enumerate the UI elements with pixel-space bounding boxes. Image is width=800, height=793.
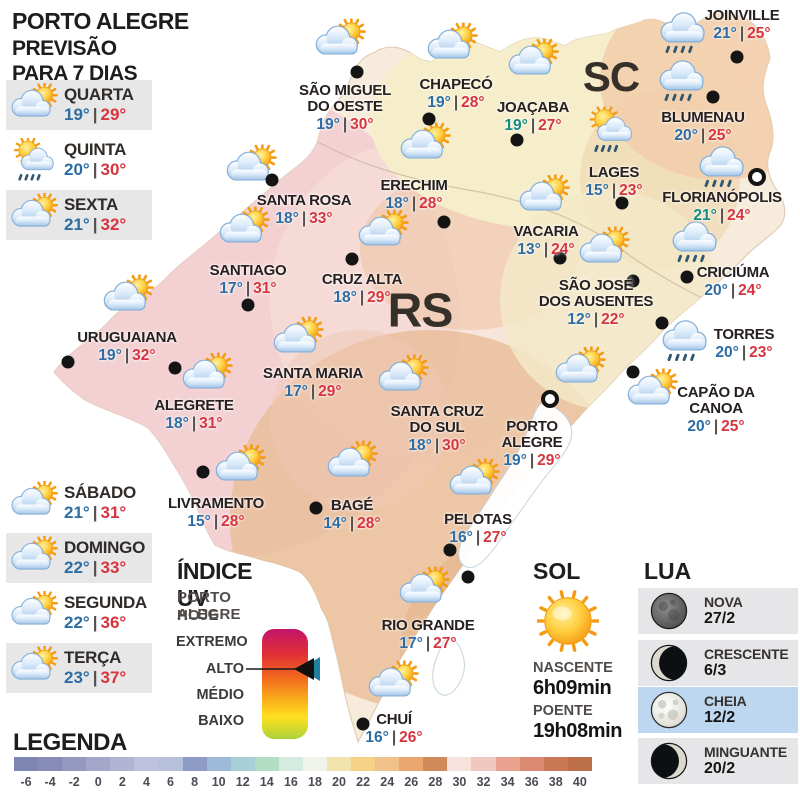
legend-tick-2: 2 xyxy=(118,775,126,789)
legend-tick--2: -2 xyxy=(68,775,80,789)
legend-segment-8 xyxy=(182,757,207,771)
sun-icon xyxy=(536,590,600,652)
sunrise-label: NASCENTE xyxy=(533,660,613,676)
legend-segment--6 xyxy=(14,757,39,771)
uv-level-médio: MÉDIO xyxy=(196,687,244,703)
uv-subtitle-city: PORTO ALEGRE xyxy=(177,589,241,623)
moon-phase-date: 12/2 xyxy=(704,708,736,726)
legend-segment-2 xyxy=(110,757,135,771)
title-line2: PREVISÃO xyxy=(12,36,117,60)
uv-level-extremo: EXTREMO xyxy=(176,634,248,650)
moon-phase-row-minguante: MINGUANTE 20/2 xyxy=(638,738,798,784)
legend-tick-20: 20 xyxy=(332,775,346,789)
uv-level-baixo: BAIXO xyxy=(198,713,244,729)
moon-phase-name: CHEIA xyxy=(704,692,747,709)
moon-new-icon xyxy=(650,592,688,630)
legend-tick-10: 10 xyxy=(211,775,226,789)
page-title: PORTO ALEGRE PREVISÃO PARA 7 DIAS xyxy=(12,8,189,86)
moon-phase-name: CRESCENTE xyxy=(704,645,789,662)
legend-tick--4: -4 xyxy=(44,775,56,789)
legend-segment-30 xyxy=(447,757,472,771)
legend-tick-16: 16 xyxy=(283,775,298,789)
sunset-time: 19h08min xyxy=(533,720,623,742)
title-line3: PARA 7 DIAS xyxy=(12,61,138,85)
legend-segment-0 xyxy=(86,757,111,771)
legend-segment-4 xyxy=(134,757,159,771)
legend-tick-32: 32 xyxy=(476,775,491,789)
legend-tick-24: 24 xyxy=(380,775,395,789)
legend-tick-28: 28 xyxy=(428,775,443,789)
moon-phase-row-cheia: CHEIA 12/2 xyxy=(638,687,798,733)
legend-segment-22 xyxy=(351,757,376,771)
legend-tick-30: 30 xyxy=(452,775,467,789)
legend-segment-36 xyxy=(519,757,544,771)
legend-title: LEGENDA xyxy=(13,729,127,756)
legend-tick-4: 4 xyxy=(142,775,150,789)
title-line1: PORTO ALEGRE xyxy=(12,8,189,34)
uv-arrow-indicator xyxy=(246,657,320,681)
legend-segment-10 xyxy=(206,757,231,771)
legend-segment-38 xyxy=(543,757,568,771)
uv-gradient-bar xyxy=(262,629,308,739)
legend-segment-32 xyxy=(471,757,496,771)
legend-segment-34 xyxy=(495,757,520,771)
moon-crescent-icon xyxy=(650,644,688,682)
legend-tick-26: 26 xyxy=(404,775,419,789)
legend-color-scale xyxy=(14,757,592,771)
legend-segment-24 xyxy=(375,757,400,771)
moon-phase-date: 27/2 xyxy=(704,609,736,627)
legend-segment-12 xyxy=(230,757,255,771)
legend-segment--4 xyxy=(38,757,63,771)
legend-tick--6: -6 xyxy=(20,775,32,789)
legend-segment-16 xyxy=(278,757,303,771)
moon-phase-name: MINGUANTE xyxy=(704,743,787,760)
legend-tick-40: 40 xyxy=(572,775,587,789)
legend-tick-8: 8 xyxy=(191,775,199,789)
legend-tick-labels: -6 -4 -2 0 2 4 6 8 10 12 14 16 18 20 22 24 26 28 30 32 34 36 3… xyxy=(14,775,592,789)
legend-tick-6: 6 xyxy=(167,775,174,789)
moon-waning-icon xyxy=(650,742,688,780)
legend-segment-14 xyxy=(254,757,279,771)
sunrise-time: 6h09min xyxy=(533,677,612,699)
legend-tick-0: 0 xyxy=(94,775,102,789)
legend-tick-18: 18 xyxy=(308,775,322,789)
legend-tick-38: 38 xyxy=(548,775,563,789)
lagoa-mirim xyxy=(432,636,465,696)
legend-tick-22: 22 xyxy=(356,775,371,789)
moon-full-icon xyxy=(650,691,688,729)
moon-phase-name: NOVA xyxy=(704,593,743,610)
legend-segment-6 xyxy=(158,757,183,771)
moon-phase-row-nova: NOVA 27/2 xyxy=(638,588,798,634)
legend-segment-26 xyxy=(399,757,424,771)
legend-segment-40 xyxy=(567,757,592,771)
lagoa-dos-patos xyxy=(458,402,573,569)
legend-tick-12: 12 xyxy=(235,775,250,789)
moon-phase-date: 20/2 xyxy=(704,759,736,777)
legend-tick-34: 34 xyxy=(500,775,515,789)
sunset-label: POENTE xyxy=(533,703,593,719)
legend-segment-28 xyxy=(423,757,448,771)
legend-segment-18 xyxy=(302,757,328,771)
uv-level-alto: ALTO xyxy=(205,661,244,677)
legend-segment--2 xyxy=(62,757,87,771)
uv-title: ÍNDICE UV xyxy=(177,558,252,611)
moon-title: LUA xyxy=(644,558,692,584)
legend-segment-20 xyxy=(327,757,352,771)
legend-tick-14: 14 xyxy=(259,775,274,789)
legend-tick-36: 36 xyxy=(524,775,539,789)
uv-subtitle-today: HOJE xyxy=(177,607,219,624)
moon-phase-row-crescente: CRESCENTE 6/3 xyxy=(638,640,798,686)
moon-phase-date: 6/3 xyxy=(704,661,727,679)
sun-title: SOL xyxy=(533,558,581,584)
